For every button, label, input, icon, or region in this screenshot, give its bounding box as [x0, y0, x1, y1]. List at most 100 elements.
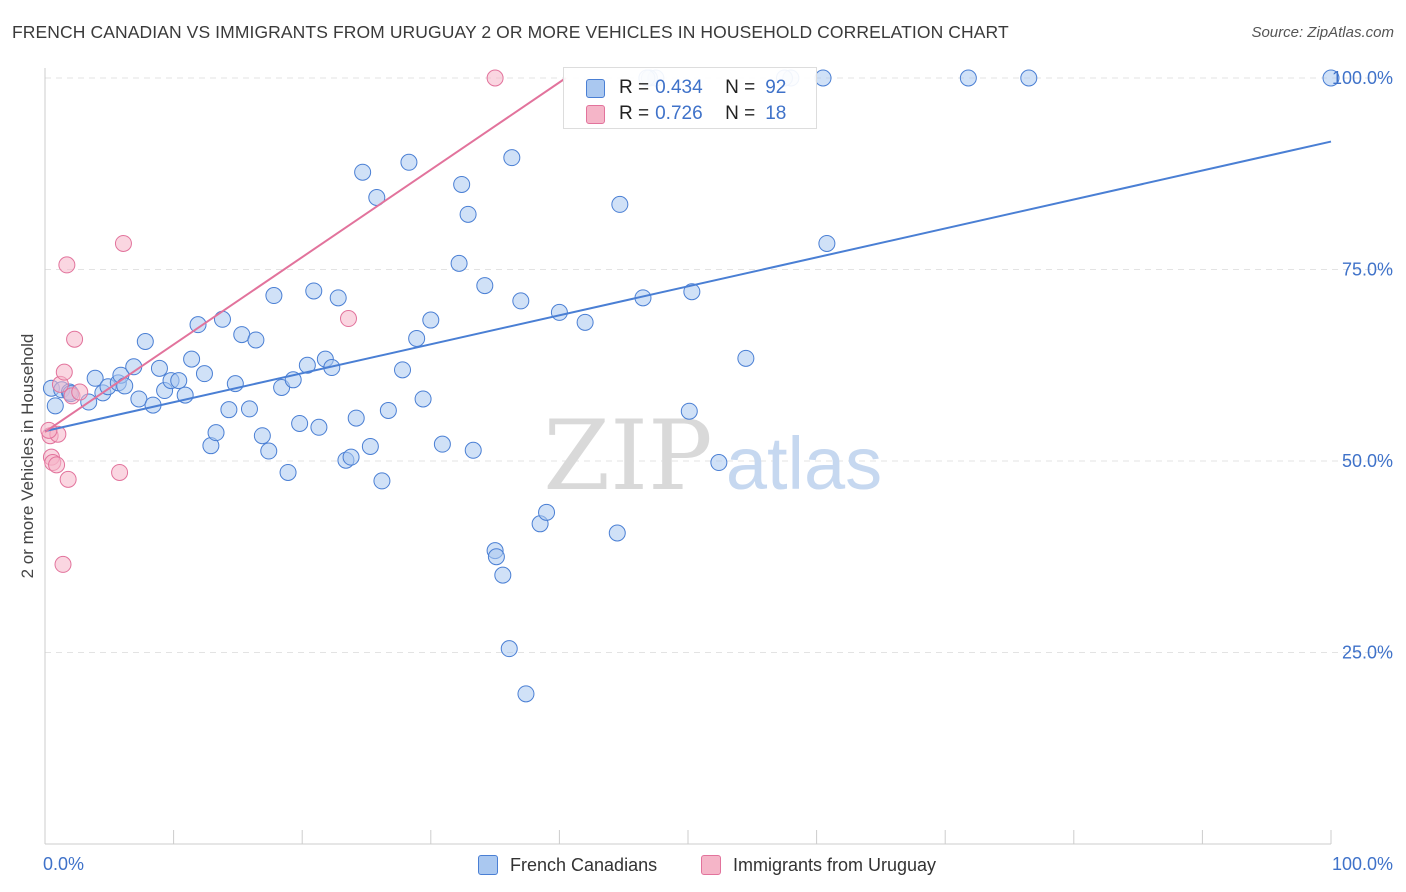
data-point-french-canadians: [260, 442, 278, 460]
chart-title: FRENCH CANADIAN VS IMMIGRANTS FROM URUGU…: [12, 22, 1009, 42]
data-point-french-canadians: [361, 437, 379, 455]
x-tick-label: 100.0%: [1332, 854, 1393, 874]
data-point-french-canadians: [298, 356, 316, 374]
pink-swatch-icon: [586, 104, 605, 124]
y-tick-label: 25.0%: [1342, 643, 1393, 663]
r-value: 0.434: [655, 77, 703, 98]
data-point-french-canadians: [400, 153, 418, 171]
data-point-french-canadians: [487, 548, 505, 566]
data-point-french-canadians: [433, 435, 451, 453]
data-point-french-canadians: [150, 359, 168, 377]
data-point-french-canadians: [279, 463, 297, 481]
data-point-french-canadians: [453, 175, 471, 193]
watermark: ZIP atlas: [543, 400, 882, 512]
data-point-french-canadians: [220, 401, 238, 419]
data-point-french-canadians: [611, 195, 629, 213]
data-point-french-canadians: [414, 390, 432, 408]
r-label: R =: [619, 103, 650, 124]
data-point-french-canadians: [450, 254, 468, 272]
trend-line-immigrants-uruguay: [44, 77, 567, 433]
data-point-french-canadians: [464, 441, 482, 459]
data-point-french-canadians: [494, 566, 512, 584]
data-point-french-canadians: [46, 397, 64, 415]
pink-swatch-icon: [701, 855, 721, 875]
legend-row-immigrants-uruguay: R = 0.726 N = 18: [586, 102, 786, 126]
data-point-french-canadians: [1322, 69, 1340, 87]
data-point-french-canadians: [305, 282, 323, 300]
data-point-french-canadians: [1020, 69, 1038, 87]
data-point-immigrants-uruguay: [48, 456, 66, 474]
data-point-immigrants-uruguay: [66, 330, 84, 348]
data-point-french-canadians: [354, 163, 372, 181]
legend-item-immigrants-uruguay[interactable]: Immigrants from Uruguay: [701, 852, 936, 878]
data-point-immigrants-uruguay: [111, 463, 129, 481]
data-point-french-canadians: [608, 524, 626, 542]
trend-lines: [44, 77, 1332, 433]
data-point-french-canadians: [86, 369, 104, 387]
data-point-french-canadians: [710, 454, 728, 472]
data-point-french-canadians: [170, 372, 188, 390]
data-point-french-canadians: [576, 313, 594, 331]
legend-item-french-canadians[interactable]: French Canadians: [478, 852, 657, 878]
data-point-immigrants-uruguay: [59, 470, 77, 488]
series-french-canadians: [42, 69, 1340, 703]
data-point-french-canadians: [379, 401, 397, 419]
x-tick-label: 0.0%: [43, 854, 84, 874]
data-point-immigrants-uruguay: [55, 363, 73, 381]
data-point-french-canadians: [265, 287, 283, 305]
tick-labels: 25.0% 50.0% 75.0% 100.0% 0.0% 100.0%: [43, 68, 1393, 874]
data-point-french-canadians: [136, 333, 154, 351]
data-point-french-canadians: [394, 361, 412, 379]
data-point-french-canadians: [517, 685, 535, 703]
data-point-french-canadians: [680, 402, 698, 420]
watermark-atlas: atlas: [726, 422, 882, 505]
legend-row-french-canadians: R = 0.434 N = 92: [586, 76, 786, 100]
source-label: Source: ZipAtlas.com: [1251, 24, 1394, 41]
data-point-french-canadians: [422, 311, 440, 329]
data-point-french-canadians: [818, 234, 836, 252]
data-point-french-canadians: [130, 390, 148, 408]
n-value: 18: [765, 103, 787, 124]
y-tick-label: 75.0%: [1342, 260, 1393, 280]
data-point-french-canadians: [291, 414, 309, 432]
data-point-immigrants-uruguay: [339, 310, 357, 328]
data-point-french-canadians: [342, 448, 360, 466]
data-point-french-canadians: [207, 424, 225, 442]
blue-swatch-icon: [586, 78, 605, 98]
data-point-french-canadians: [195, 365, 213, 383]
data-point-immigrants-uruguay: [58, 256, 76, 274]
r-label: R =: [619, 77, 650, 98]
data-point-immigrants-uruguay: [71, 383, 89, 401]
data-point-french-canadians: [183, 350, 201, 368]
data-point-immigrants-uruguay: [486, 69, 504, 87]
n-label: N =: [725, 103, 756, 124]
n-value: 92: [765, 77, 787, 98]
data-point-french-canadians: [310, 418, 328, 436]
data-point-immigrants-uruguay: [114, 234, 132, 252]
data-point-french-canadians: [247, 331, 265, 349]
grid-lines: [45, 77, 1392, 653]
data-point-french-canadians: [233, 326, 251, 344]
data-point-french-canadians: [814, 69, 832, 87]
data-point-french-canadians: [189, 316, 207, 334]
blue-swatch-icon: [478, 855, 498, 875]
data-point-french-canadians: [550, 303, 568, 321]
legend-label: Immigrants from Uruguay: [733, 854, 937, 875]
correlation-legend: R = 0.434 N = 92 R = 0.726 N = 18: [563, 67, 817, 129]
data-point-french-canadians: [737, 349, 755, 367]
data-point-french-canadians: [373, 472, 391, 490]
data-point-french-canadians: [347, 409, 365, 427]
data-point-french-canadians: [213, 310, 231, 328]
r-value: 0.726: [655, 103, 703, 124]
data-point-french-canadians: [500, 640, 518, 658]
data-point-french-canadians: [408, 329, 426, 347]
trend-line-french-canadians: [44, 140, 1332, 433]
watermark-zip: ZIP: [543, 400, 712, 512]
data-point-french-canadians: [459, 205, 477, 223]
data-point-french-canadians: [538, 503, 556, 521]
data-point-french-canadians: [253, 427, 271, 445]
y-tick-label: 100.0%: [1332, 68, 1393, 88]
y-tick-label: 50.0%: [1342, 451, 1393, 471]
data-point-french-canadians: [512, 292, 530, 310]
